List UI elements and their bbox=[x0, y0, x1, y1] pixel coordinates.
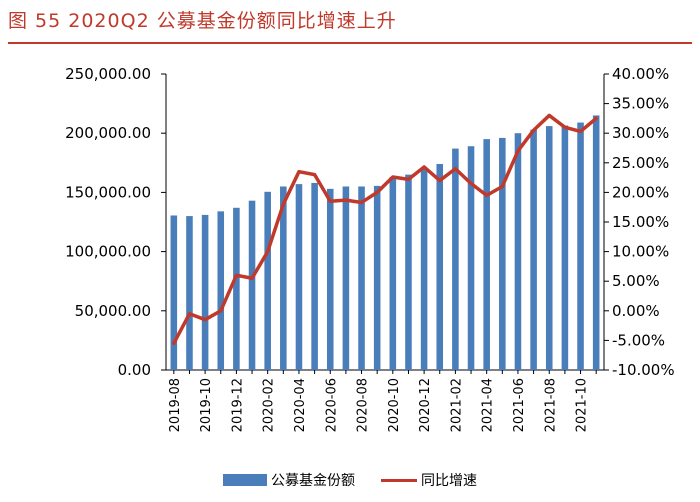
left-tick-label: 250,000.00 bbox=[65, 65, 151, 83]
bar-share-volume bbox=[467, 146, 475, 370]
x-tick-label: 2020-06 bbox=[324, 378, 339, 432]
x-tick-label: 2021-04 bbox=[481, 378, 496, 432]
x-tick-label: 2019-10 bbox=[199, 378, 214, 432]
legend-item-bar: 公募基金份额 bbox=[223, 470, 355, 490]
right-tick-label: 35.00% bbox=[612, 95, 669, 113]
x-tick-label: 2020-10 bbox=[387, 378, 402, 432]
x-tick-label: 2021-08 bbox=[543, 378, 558, 432]
bar-share-volume bbox=[389, 177, 397, 370]
right-tick-label: -5.00% bbox=[612, 331, 665, 349]
bar-share-volume bbox=[264, 191, 271, 370]
bar-share-volume bbox=[545, 126, 553, 370]
chart-legend: 公募基金份额 同比增速 bbox=[0, 470, 700, 490]
right-tick-label: 10.00% bbox=[612, 243, 669, 261]
bar-share-volume bbox=[405, 174, 412, 370]
right-tick-label: 25.00% bbox=[612, 154, 669, 172]
x-tick-label: 2021-06 bbox=[512, 378, 527, 432]
bar-share-volume bbox=[311, 182, 318, 370]
bar-share-volume bbox=[248, 200, 256, 370]
x-tick-label: 2020-08 bbox=[356, 378, 371, 432]
right-tick-label: 5.00% bbox=[612, 272, 660, 290]
bar-share-volume bbox=[373, 185, 381, 370]
bar-share-volume bbox=[530, 129, 537, 370]
right-tick-label: 30.00% bbox=[612, 124, 669, 142]
right-tick-label: 15.00% bbox=[612, 213, 669, 231]
left-tick-label: 200,000.00 bbox=[65, 124, 151, 142]
figure-title: 图 55 2020Q2 公募基金份额同比增速上升 bbox=[8, 10, 397, 32]
bar-share-volume bbox=[499, 137, 506, 370]
bar-share-volume bbox=[342, 186, 350, 370]
bar-share-volume bbox=[280, 186, 287, 370]
x-tick-label: 2020-02 bbox=[262, 378, 277, 432]
title-divider bbox=[8, 42, 692, 44]
left-tick-label: 150,000.00 bbox=[65, 183, 151, 201]
x-tick-label: 2019-12 bbox=[230, 378, 245, 432]
bar-share-volume bbox=[592, 115, 600, 370]
bar-share-volume bbox=[561, 125, 569, 370]
bar-share-volume bbox=[420, 168, 428, 370]
bar-share-volume bbox=[326, 188, 334, 370]
bar-share-volume bbox=[233, 207, 240, 370]
legend-bar-label: 公募基金份额 bbox=[271, 473, 355, 489]
legend-item-line: 同比增速 bbox=[381, 470, 477, 490]
bar-share-volume bbox=[577, 122, 584, 370]
bar-share-volume bbox=[436, 163, 444, 370]
legend-line-label: 同比增速 bbox=[421, 473, 477, 489]
right-tick-label: 0.00% bbox=[612, 302, 660, 320]
right-tick-label: 40.00% bbox=[612, 65, 669, 83]
bar-share-volume bbox=[217, 211, 225, 370]
x-tick-label: 2019-08 bbox=[168, 378, 183, 432]
legend-bar-swatch bbox=[223, 474, 267, 486]
x-tick-label: 2021-10 bbox=[575, 378, 590, 432]
bar-share-volume bbox=[186, 216, 193, 370]
bar-share-volume bbox=[170, 215, 178, 370]
bar-share-volume bbox=[358, 186, 365, 370]
left-tick-label: 100,000.00 bbox=[65, 243, 151, 261]
legend-line-swatch bbox=[381, 478, 417, 482]
bar-share-volume bbox=[201, 214, 209, 370]
left-tick-label: 50,000.00 bbox=[75, 302, 151, 320]
yoy-growth-line bbox=[172, 113, 598, 346]
bar-share-volume bbox=[483, 139, 490, 370]
right-tick-label: 20.00% bbox=[612, 183, 669, 201]
x-tick-label: 2020-12 bbox=[418, 378, 433, 432]
x-tick-label: 2020-04 bbox=[293, 378, 308, 432]
x-tick-label: 2021-02 bbox=[449, 378, 464, 432]
bar-share-volume bbox=[514, 133, 522, 370]
chart-area: 0.00 50,000.00 100,000.00 150,000.00 200,000… bbox=[65, 65, 675, 432]
bar-share-volume bbox=[295, 184, 303, 370]
left-tick-label: 0.00 bbox=[118, 361, 151, 379]
right-tick-label: -10.00% bbox=[612, 361, 675, 379]
bar-share-volume bbox=[452, 148, 459, 370]
